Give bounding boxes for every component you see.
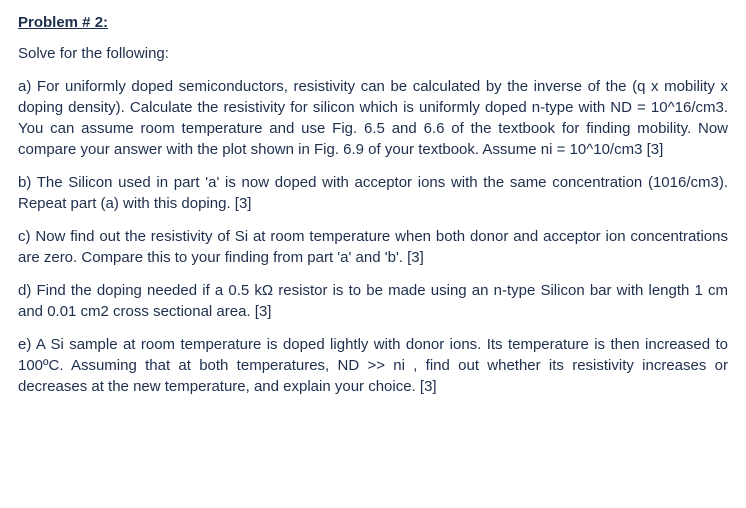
part-e: e) A Si sample at room temperature is do… xyxy=(18,334,728,397)
problem-title: Problem # 2: xyxy=(18,12,728,33)
part-d: d) Find the doping needed if a 0.5 kΩ re… xyxy=(18,280,728,322)
part-b: b) The Silicon used in part 'a' is now d… xyxy=(18,172,728,214)
part-c: c) Now find out the resistivity of Si at… xyxy=(18,226,728,268)
intro-text: Solve for the following: xyxy=(18,43,728,64)
part-a: a) For uniformly doped semiconductors, r… xyxy=(18,76,728,160)
